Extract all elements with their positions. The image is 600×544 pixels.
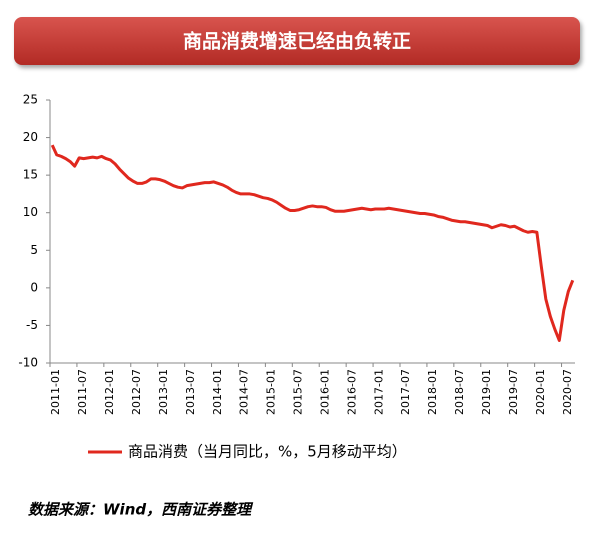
y-tick-label: 20 (23, 130, 38, 144)
y-tick-label: 0 (30, 280, 38, 294)
y-tick-label: -5 (26, 318, 38, 332)
data-line (50, 144, 575, 342)
x-tick-label: 2016-07 (345, 369, 358, 415)
x-tick-label: 2020-07 (561, 369, 574, 415)
y-tick-label: -10 (18, 356, 38, 370)
x-tick-label: 2020-01 (534, 369, 547, 415)
source-note: 数据来源：Wind，西南证券整理 (28, 501, 254, 519)
chart-title: 商品消费增速已经由负转正 (183, 30, 411, 53)
x-tick-label: 2017-01 (372, 369, 385, 415)
x-tick-label: 2015-01 (265, 369, 278, 415)
x-tick-label: 2018-01 (426, 369, 439, 415)
x-tick-label: 2017-07 (399, 369, 412, 415)
y-tick-label: 5 (30, 243, 38, 257)
x-tick-label: 2012-01 (103, 369, 116, 415)
y-tick-label: 15 (23, 168, 38, 182)
x-tick-label: 2013-07 (184, 369, 197, 415)
x-tick-label: 2015-07 (292, 369, 305, 415)
x-tick-label: 2011-01 (49, 369, 62, 415)
x-tick-label: 2014-01 (211, 369, 224, 415)
y-tick-label: 10 (23, 205, 38, 219)
x-tick-label: 2018-07 (453, 369, 466, 415)
x-tick-label: 2016-01 (318, 369, 331, 415)
x-tick-label: 2014-07 (238, 369, 251, 415)
x-tick-label: 2011-07 (76, 369, 89, 415)
x-tick-label: 2013-01 (157, 369, 170, 415)
x-tick-label: 2012-07 (130, 369, 143, 415)
title-banner (14, 17, 580, 65)
x-tick-label: 2019-07 (507, 369, 520, 415)
legend-label: 商品消费（当月同比，%，5月移动平均） (128, 443, 407, 461)
x-tick-label: 2019-01 (480, 369, 493, 415)
y-tick-label: 25 (23, 93, 38, 107)
